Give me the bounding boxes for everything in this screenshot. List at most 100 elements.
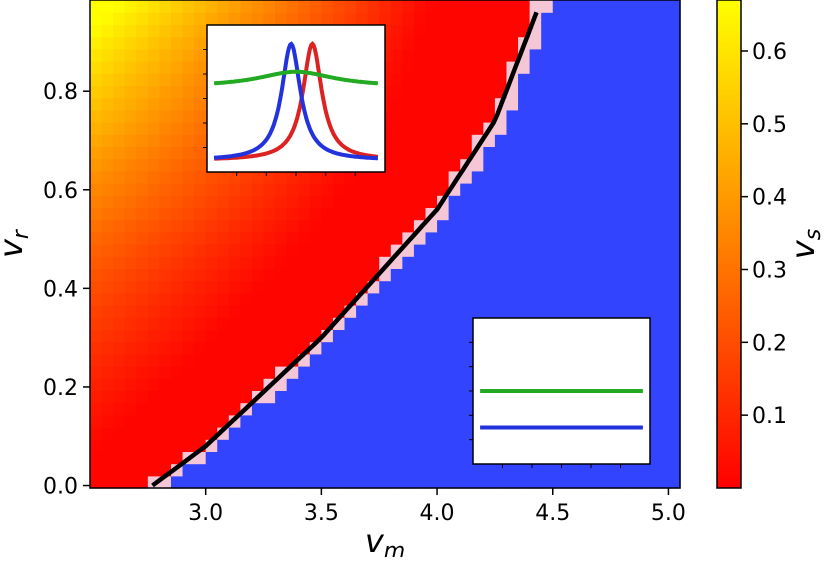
heatmap-cell bbox=[390, 97, 403, 111]
heatmap-cell bbox=[645, 24, 658, 38]
heatmap-cell bbox=[251, 451, 265, 465]
heatmap-cell bbox=[552, 61, 565, 74]
heatmap-cell bbox=[575, 475, 589, 489]
heatmap-cell bbox=[136, 48, 149, 62]
heatmap-cell bbox=[402, 73, 415, 86]
heatmap-cell bbox=[90, 475, 103, 489]
heatmap-cell bbox=[101, 12, 114, 25]
heatmap-cell bbox=[656, 268, 670, 282]
heatmap-cell bbox=[587, 207, 600, 221]
heatmap-cell bbox=[471, 36, 484, 50]
heatmap-cell bbox=[483, 256, 496, 269]
heatmap-cell bbox=[448, 85, 461, 99]
heatmap-cell bbox=[136, 353, 149, 367]
heatmap-cell bbox=[425, 48, 438, 62]
heatmap-cell bbox=[159, 61, 172, 74]
heatmap-cell bbox=[656, 463, 670, 477]
heatmap-cell bbox=[101, 219, 114, 233]
heatmap-cell bbox=[240, 280, 253, 294]
heatmap-cell bbox=[413, 195, 427, 208]
heatmap-cell bbox=[599, 244, 612, 257]
heatmap-cell bbox=[251, 292, 265, 306]
heatmap-cell bbox=[113, 183, 126, 196]
heatmap-cell bbox=[413, 439, 427, 452]
heatmap-cell bbox=[668, 36, 681, 50]
heatmap-cell bbox=[633, 24, 646, 38]
heatmap-cell bbox=[575, 85, 589, 99]
heatmap-cell bbox=[633, 85, 646, 99]
heatmap-cell bbox=[147, 402, 161, 416]
heatmap-cell bbox=[251, 353, 265, 367]
heatmap-cell bbox=[390, 195, 403, 208]
heatmap-cell bbox=[309, 427, 322, 440]
heatmap-cell bbox=[587, 170, 600, 184]
heatmap-cell bbox=[275, 207, 288, 221]
heatmap-cell bbox=[599, 292, 612, 306]
heatmap-cell bbox=[610, 122, 623, 135]
heatmap-cell bbox=[205, 268, 218, 282]
heatmap-cell bbox=[437, 414, 450, 428]
heatmap-cell bbox=[170, 73, 184, 86]
heatmap-cell bbox=[379, 219, 392, 233]
heatmap-cell bbox=[390, 280, 403, 294]
heatmap-cell bbox=[356, 244, 369, 257]
heatmap-cell bbox=[448, 353, 461, 367]
heatmap-cell bbox=[552, 0, 565, 13]
heatmap-cell bbox=[251, 475, 265, 489]
heatmap-cell bbox=[529, 85, 542, 99]
heatmap-cell bbox=[136, 305, 149, 318]
heatmap-cell bbox=[217, 207, 230, 221]
heatmap-cell bbox=[217, 280, 230, 294]
heatmap-cell bbox=[159, 109, 172, 123]
heatmap-cell bbox=[124, 402, 137, 416]
heatmap-cell bbox=[668, 0, 681, 13]
heatmap-cell bbox=[668, 48, 681, 62]
heatmap-cell bbox=[402, 341, 415, 355]
heatmap-cell bbox=[529, 146, 542, 160]
heatmap-cell bbox=[633, 256, 646, 269]
heatmap-cell bbox=[170, 219, 184, 233]
heatmap-cell bbox=[460, 183, 473, 196]
heatmap-cell bbox=[460, 170, 473, 184]
heatmap-cell bbox=[460, 280, 473, 294]
heatmap-cell bbox=[344, 207, 357, 221]
heatmap-cell bbox=[471, 475, 484, 489]
heatmap-cell bbox=[529, 219, 542, 233]
heatmap-cell bbox=[367, 219, 380, 233]
heatmap-cell bbox=[217, 329, 230, 343]
heatmap-cell bbox=[217, 244, 230, 257]
heatmap-cell bbox=[379, 451, 392, 465]
heatmap-cell bbox=[309, 390, 322, 404]
heatmap-cell bbox=[240, 390, 253, 404]
heatmap-cell bbox=[575, 97, 589, 111]
heatmap-cell bbox=[656, 341, 670, 355]
heatmap-cell bbox=[460, 268, 473, 282]
heatmap-cell bbox=[518, 0, 531, 13]
heatmap-cell bbox=[367, 427, 380, 440]
heatmap-cell bbox=[217, 341, 230, 355]
heatmap-cell bbox=[425, 85, 438, 99]
heatmap-cell bbox=[170, 353, 184, 367]
heatmap-cell bbox=[402, 36, 415, 50]
heatmap-cell bbox=[552, 97, 565, 111]
heatmap-cell bbox=[668, 475, 681, 489]
heatmap-cell bbox=[321, 170, 334, 184]
heatmap-cell bbox=[390, 0, 403, 13]
heatmap-cell bbox=[483, 280, 496, 294]
heatmap-cell bbox=[390, 317, 403, 330]
heatmap-cell bbox=[309, 195, 322, 208]
heatmap-cell bbox=[390, 378, 403, 391]
heatmap-cell bbox=[136, 195, 149, 208]
heatmap-cell bbox=[587, 158, 600, 172]
heatmap-cell bbox=[147, 0, 161, 13]
heatmap-cell bbox=[425, 36, 438, 50]
heatmap-cell bbox=[159, 170, 172, 184]
heatmap-cell bbox=[425, 439, 438, 452]
heatmap-cell bbox=[298, 378, 311, 391]
heatmap-cell bbox=[379, 341, 392, 355]
heatmap-cell bbox=[610, 244, 623, 257]
heatmap-cell bbox=[90, 427, 103, 440]
heatmap-cell bbox=[124, 244, 137, 257]
heatmap-cell bbox=[90, 183, 103, 196]
heatmap-cell bbox=[379, 244, 392, 257]
